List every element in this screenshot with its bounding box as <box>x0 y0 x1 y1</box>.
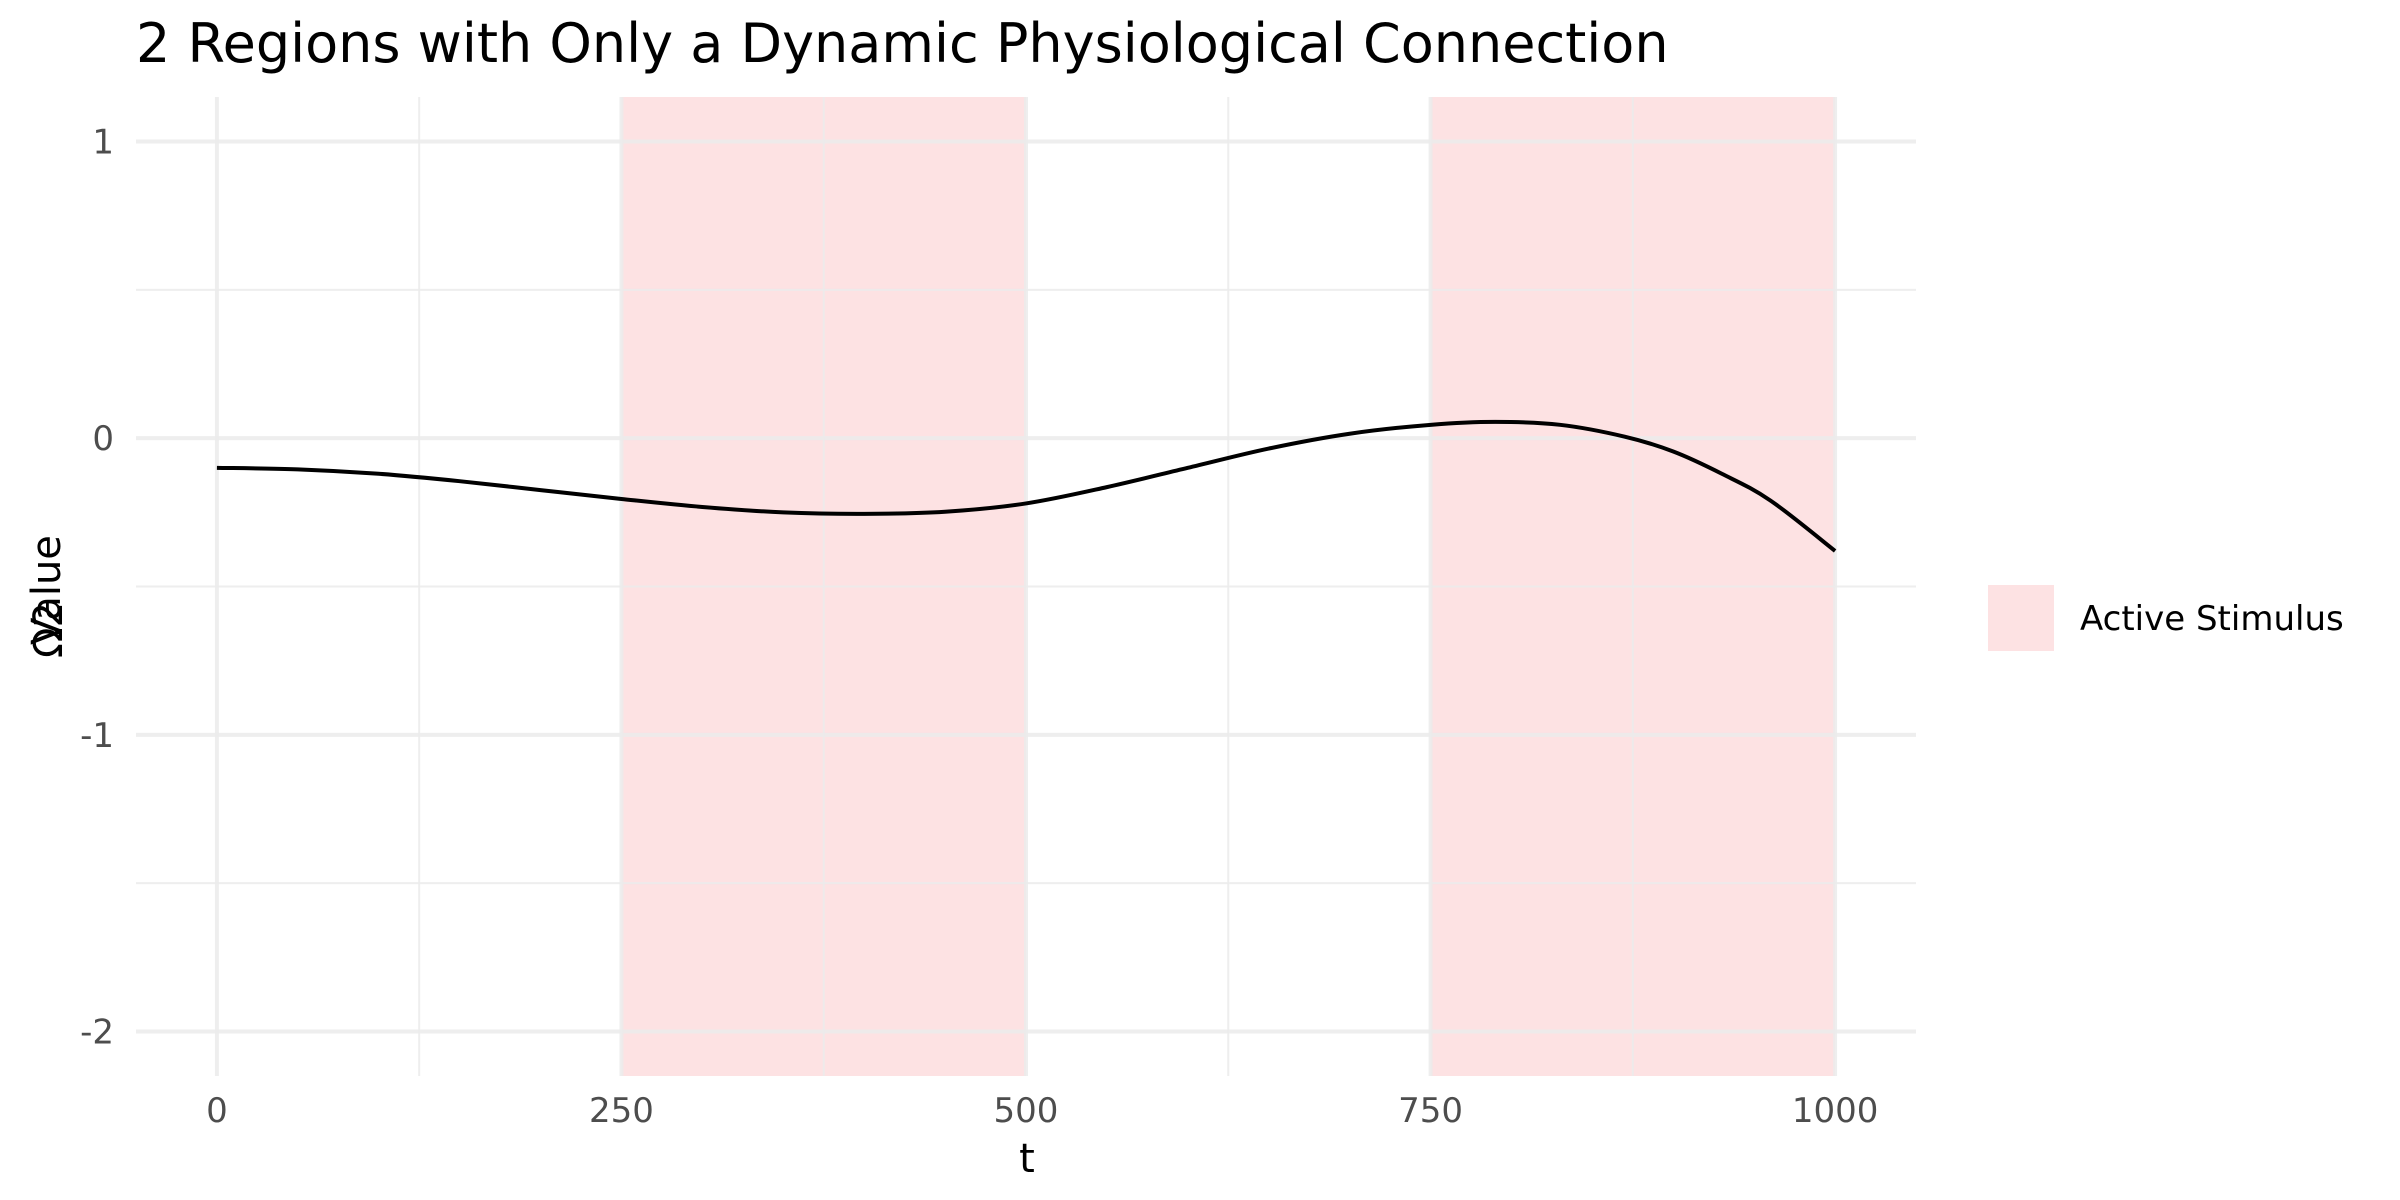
y-tick-label: 1 <box>92 123 114 163</box>
legend-label-active-stimulus: Active Stimulus <box>2080 599 2344 639</box>
x-tick-label: 500 <box>994 1091 1059 1131</box>
x-tick-label: 1000 <box>1792 1091 1879 1131</box>
x-tick-label: 750 <box>1398 1091 1463 1131</box>
series-line-1 <box>216 419 1837 553</box>
series-layer <box>216 419 1837 553</box>
tick-labels: 0 250 500 750 1000 1 0 -1 -2 <box>80 123 1878 1132</box>
x-tick-label: 250 <box>589 1091 654 1131</box>
y-axis-overlap-group: Ω2 <box>26 602 72 658</box>
legend-key-active-stimulus <box>1988 585 2054 651</box>
grid <box>136 97 1916 1076</box>
y-axis-overlap-glyph: Ω2 <box>26 602 72 658</box>
legend: Active Stimulus <box>1988 585 2344 651</box>
y-tick-label: 0 <box>92 419 114 459</box>
y-axis-title-group: Value <box>24 535 70 645</box>
y-tick-label: -2 <box>80 1013 114 1053</box>
x-axis-title: t <box>1019 1136 1035 1182</box>
chart-title: 2 Regions with Only a Dynamic Physiologi… <box>136 12 1669 75</box>
y-tick-label: -1 <box>80 716 114 756</box>
y-axis-title: Value <box>24 535 70 645</box>
x-tick-label: 0 <box>206 1091 228 1131</box>
